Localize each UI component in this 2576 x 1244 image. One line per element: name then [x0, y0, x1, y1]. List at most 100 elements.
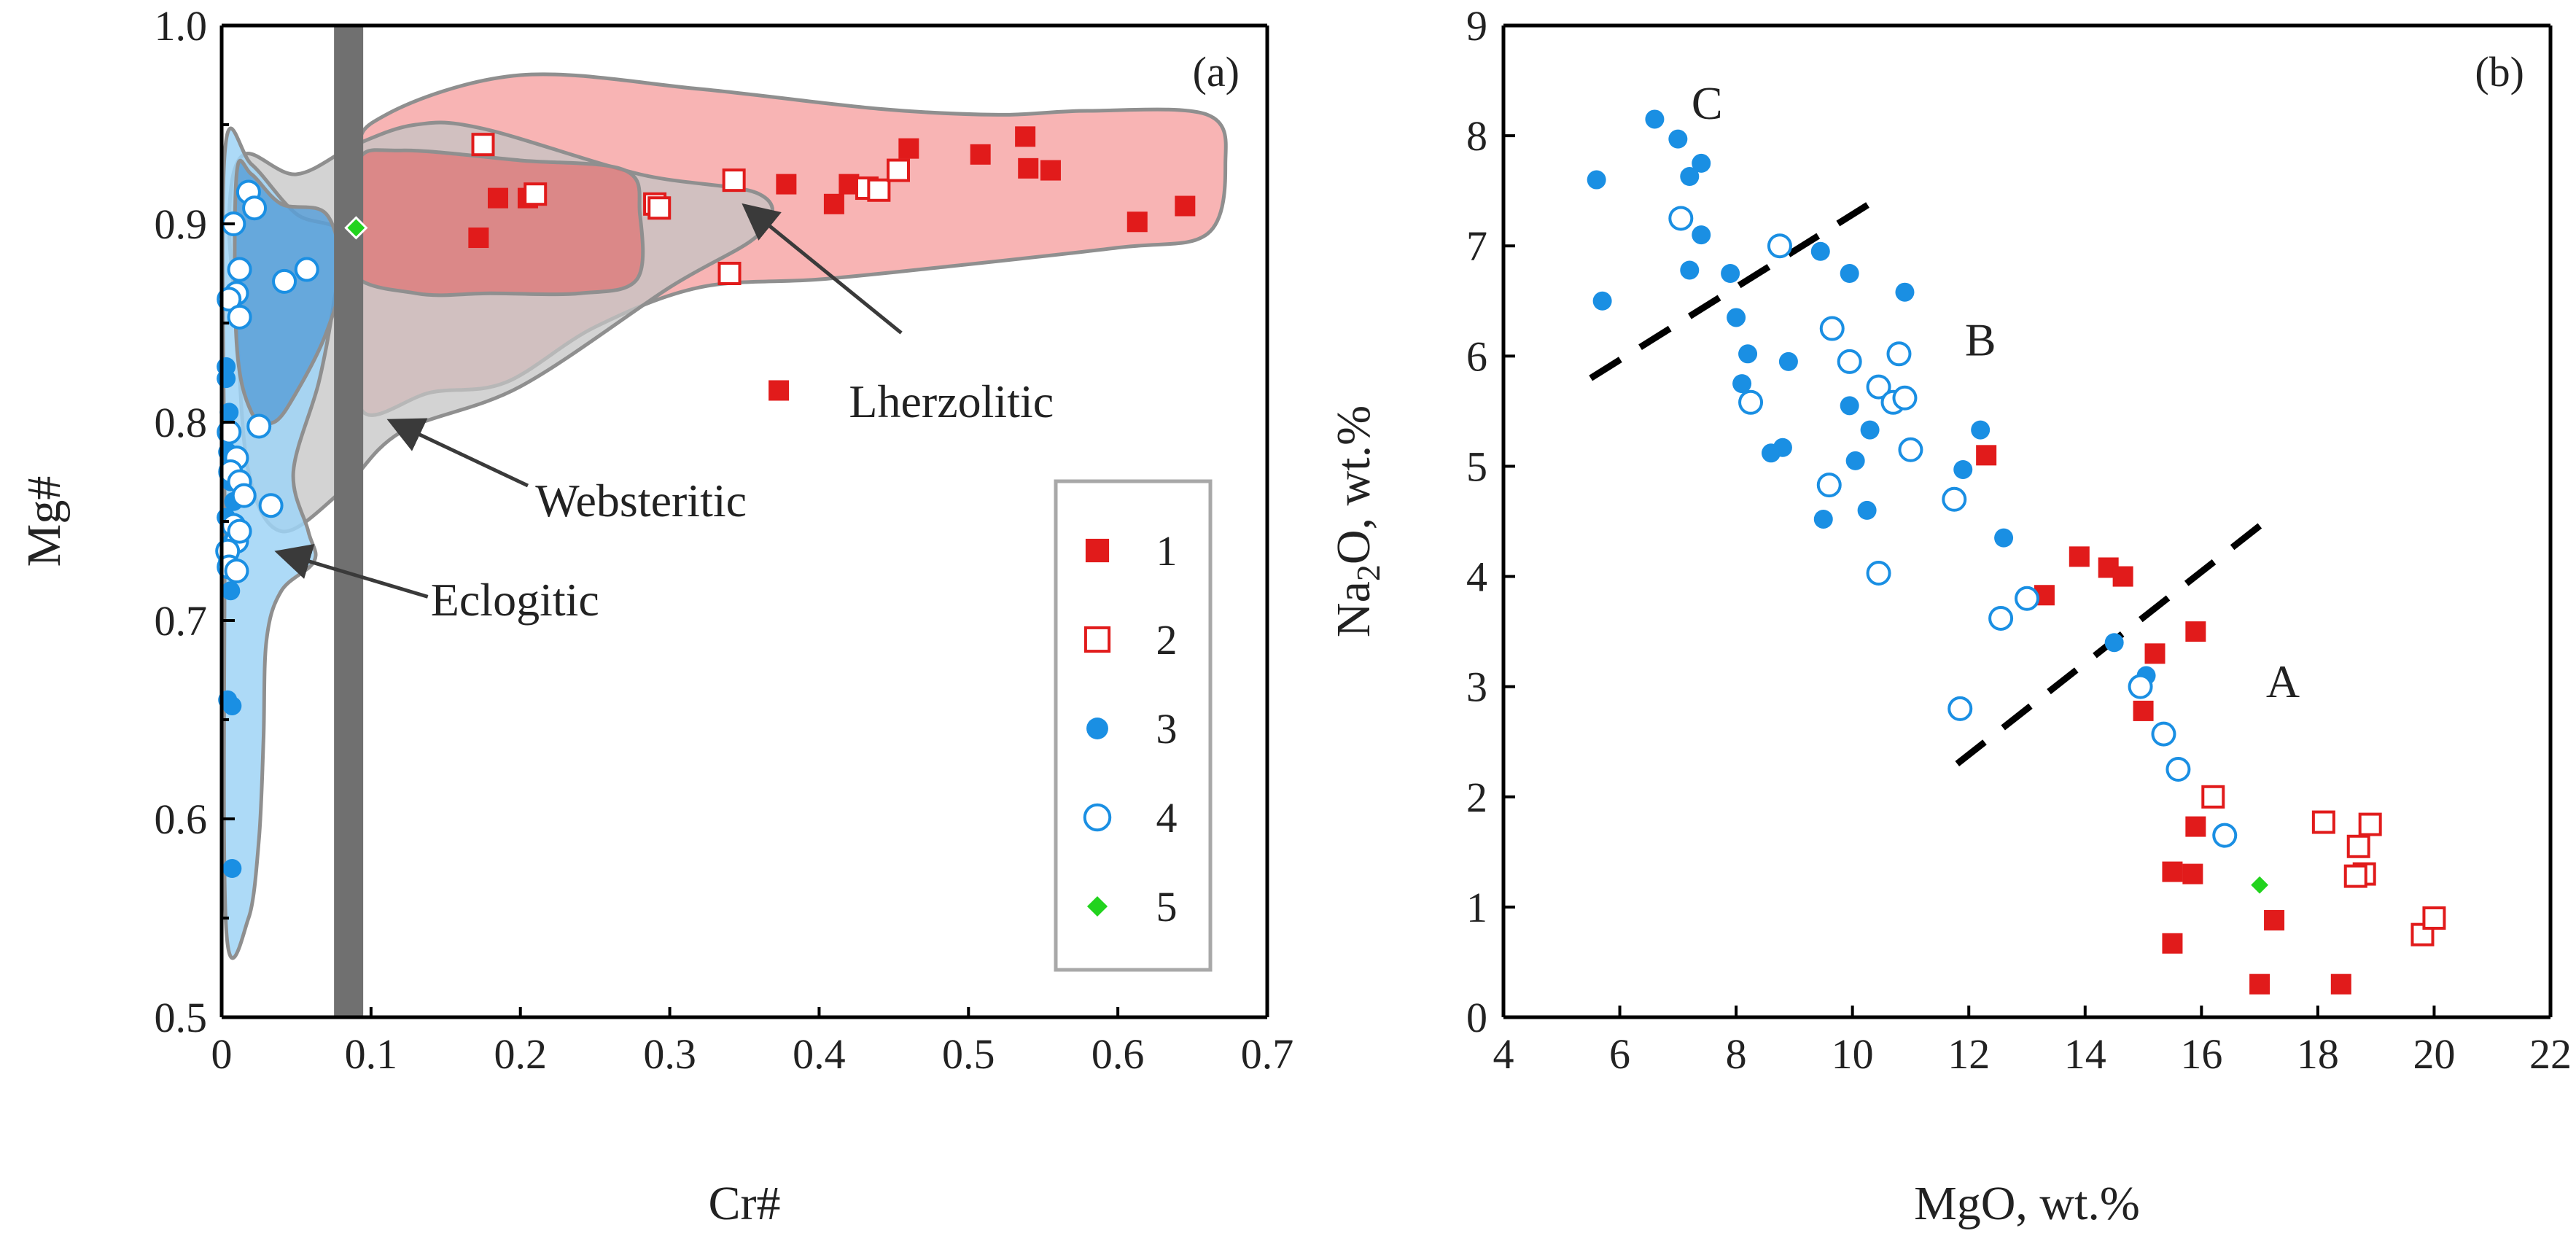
point-series-2 [2201, 785, 2225, 809]
axis-ticks: 0 0.1 0.2 0.3 0.4 0.5 0.6 0.7 0.5 0.6 0.7 0.8 0.9 1.0 [155, 2, 1294, 1078]
legend-marker-3 [1086, 718, 1108, 739]
point-series-2 [2343, 864, 2367, 888]
panel-a-plot: 0 0.1 0.2 0.3 0.4 0.5 0.6 0.7 0.5 0.6 0.7 0.8 0.9 1.0… [17, 2, 1293, 1230]
y-tick-label: 8 [1466, 112, 1487, 160]
point-series-4 [1886, 341, 1912, 367]
point-series-4 [2151, 721, 2176, 747]
y-tick-label: 9 [1466, 2, 1487, 50]
point-series-3 [1840, 396, 1859, 416]
y-tick-label: 3 [1466, 664, 1487, 711]
point-series-1 [1018, 158, 1039, 179]
y-tick-label: 7 [1466, 222, 1487, 270]
point-series-3 [219, 403, 239, 422]
point-series-2 [717, 262, 742, 285]
point-series-4 [2015, 586, 2039, 611]
axes-frame [1501, 23, 2553, 1019]
legend-label-1: 1 [1156, 527, 1178, 575]
legend-marker-1 [1085, 538, 1110, 563]
point-series-4 [2166, 757, 2191, 782]
legend: 1 2 3 4 5 [1054, 479, 1213, 972]
x-tick-label: 0.7 [1241, 1030, 1294, 1078]
point-series-1 [2185, 816, 2206, 837]
point-series-2 [722, 168, 746, 193]
point-series-4 [1947, 696, 1973, 721]
y-tick-label: 0.8 [155, 399, 208, 446]
point-series-1 [2112, 566, 2133, 587]
point-series-4 [1988, 605, 2014, 631]
point-series-1 [1175, 195, 1196, 217]
point-series-3 [1680, 167, 1700, 187]
point-series-4 [1819, 316, 1845, 341]
annotation-eclogitic: Eclogitic [431, 574, 599, 626]
point-series-2 [887, 158, 911, 182]
panel-label-a: (a) [1193, 48, 1240, 96]
point-series-3 [1668, 129, 1688, 149]
point-series-4 [1866, 561, 1891, 586]
annotation-websteritic: Websteritic [535, 475, 747, 526]
point-series-1 [823, 193, 844, 214]
x-tick-label: 14 [2064, 1030, 2106, 1078]
annotation-arrow [274, 543, 429, 599]
point-series-1 [2249, 973, 2270, 995]
point-series-1 [2144, 643, 2166, 664]
x-tick-label: 8 [1726, 1030, 1747, 1078]
x-tick-label: 10 [1832, 1030, 1874, 1078]
y-tick-label: 1.0 [155, 2, 208, 50]
point-series-4 [227, 304, 252, 330]
point-series-1 [970, 144, 991, 165]
x-tick-label: 22 [2529, 1030, 2572, 1078]
point-series-3 [1773, 438, 1792, 457]
x-tick-label: 12 [1947, 1030, 1990, 1078]
y-tick-label: 1 [1466, 884, 1487, 931]
point-series-3 [1692, 225, 1711, 245]
point-series-3 [217, 357, 236, 376]
point-series-2 [2358, 812, 2382, 836]
point-series-4 [1837, 349, 1862, 374]
point-series-3 [1953, 459, 1973, 479]
point-series-3 [1645, 109, 1665, 129]
point-series-1 [1976, 445, 1997, 466]
y-axis-title-part: O, wt.% [1327, 405, 1380, 564]
y-tick-label: 5 [1466, 443, 1487, 490]
x-tick-label: 6 [1609, 1030, 1630, 1078]
point-series-3 [1857, 500, 1877, 520]
point-series-1 [2162, 861, 2183, 882]
point-series-1 [2185, 621, 2206, 642]
point-series-3 [1860, 420, 1880, 440]
point-series-3 [1732, 374, 1752, 394]
x-tick-label: 0 [211, 1030, 233, 1078]
point-series-3 [222, 859, 242, 878]
x-tick-label: 0.3 [643, 1030, 696, 1078]
point-series-3 [1840, 264, 1859, 283]
point-series-4 [1898, 437, 1923, 462]
y-tick-label: 6 [1466, 333, 1487, 380]
point-series-2 [524, 182, 548, 206]
y-tick-label: 0.7 [155, 597, 208, 645]
point-series-1 [776, 174, 797, 195]
point-series-1 [2133, 700, 2154, 721]
x-axis-title: MgO, wt.% [1914, 1177, 2140, 1230]
point-series-4 [1942, 486, 1967, 512]
legend-marker-5 [1083, 893, 1111, 920]
point-series-1 [468, 228, 489, 249]
point-series-1 [1015, 126, 1036, 147]
point-series-3 [1845, 451, 1865, 470]
point-series-4 [272, 268, 297, 294]
point-series-3 [1680, 260, 1700, 280]
boundary-lines [1589, 193, 2268, 766]
point-series-4 [1892, 385, 1918, 411]
y-tick-label: 2 [1466, 774, 1487, 821]
point-series-5 [344, 216, 368, 240]
point-series-2 [2346, 834, 2370, 858]
point-series-3 [1692, 153, 1711, 173]
x-tick-label: 4 [1493, 1030, 1514, 1078]
legend-label-3: 3 [1156, 705, 1178, 753]
point-series-4 [1866, 374, 1891, 400]
point-series-1 [2162, 933, 2183, 954]
point-series-4 [1767, 233, 1792, 259]
region-label-c: C [1692, 77, 1723, 129]
point-series-4 [231, 483, 257, 508]
y-axis-title: Mg# [17, 476, 71, 567]
